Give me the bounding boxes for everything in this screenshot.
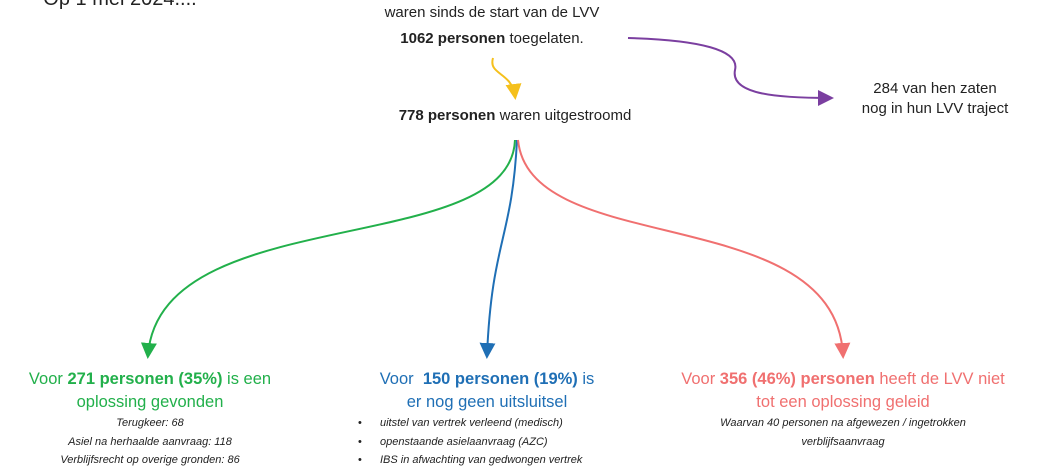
solution-bold: 271 personen (35%) xyxy=(67,370,223,388)
nosolution-post: heeft de LVV niet xyxy=(874,370,1005,388)
admitted-bold: 1062 personen xyxy=(400,30,506,47)
arrow-blue xyxy=(479,139,518,359)
arrow-purple xyxy=(627,37,834,106)
solution-title: Voor 271 personen (35%) is een xyxy=(29,370,271,389)
trajectory-line2: nog in hun LVV traject xyxy=(861,100,1009,117)
pending-bullet: openstaande asielaanvraag (AZC) xyxy=(358,436,582,455)
arrow-red xyxy=(517,139,851,359)
outflow: 778 personen waren uitgestroomd xyxy=(399,107,632,124)
solution-detail: Asiel na herhaalde aanvraag: 118 xyxy=(68,435,232,448)
pending-bullet: IBS in afwachting van gedwongen vertrek xyxy=(358,454,582,473)
pending-title: Voor 150 personen (19%) is xyxy=(380,370,595,389)
solution-detail: Verblijfsrecht op overige gronden: 86 xyxy=(60,454,240,466)
arrow-yellow xyxy=(491,57,522,100)
admitted-rest: toegelaten. xyxy=(505,30,584,47)
intro: Op 1 mei 2024.... xyxy=(43,0,196,11)
pending-pre: Voor xyxy=(379,370,423,388)
nosolution-detail: verblijfsaanvraag xyxy=(801,435,885,448)
pending-bold: 150 personen (19%) xyxy=(422,370,578,388)
solution-pre: Voor xyxy=(28,370,68,388)
nosolution-detail: Waarvan 40 personen na afgewezen / inget… xyxy=(720,417,966,429)
pending-post: is xyxy=(577,370,595,388)
solution-detail: Terugkeer: 68 xyxy=(116,417,184,429)
nosolution-title: Voor 356 (46%) personen heeft de LVV nie… xyxy=(681,370,1004,389)
trajectory-line1: 284 van hen zaten xyxy=(873,80,997,97)
arrow-green xyxy=(140,139,516,359)
pending-bullet: uitstel van vertrek verleend (medisch) xyxy=(358,417,582,436)
outflow-bold: 778 personen xyxy=(398,107,496,124)
pending-bullets: uitstel van vertrek verleend (medisch)op… xyxy=(358,417,582,473)
solution-line2: oplossing gevonden xyxy=(76,393,224,411)
solution-post: is een xyxy=(222,370,272,388)
nosolution-pre: Voor xyxy=(681,370,720,388)
nosolution-line2: tot een oplossing geleid xyxy=(756,393,930,411)
admitted-line2: 1062 personen toegelaten. xyxy=(400,30,583,47)
pending-line2: er nog geen uitsluitsel xyxy=(406,393,568,411)
nosolution-bold: 356 (46%) personen xyxy=(719,370,875,388)
admitted-line1: waren sinds de start van de LVV xyxy=(384,4,600,21)
outflow-rest: waren uitgestroomd xyxy=(495,107,632,124)
